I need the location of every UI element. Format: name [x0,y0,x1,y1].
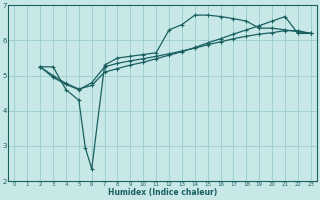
X-axis label: Humidex (Indice chaleur): Humidex (Indice chaleur) [108,188,217,197]
